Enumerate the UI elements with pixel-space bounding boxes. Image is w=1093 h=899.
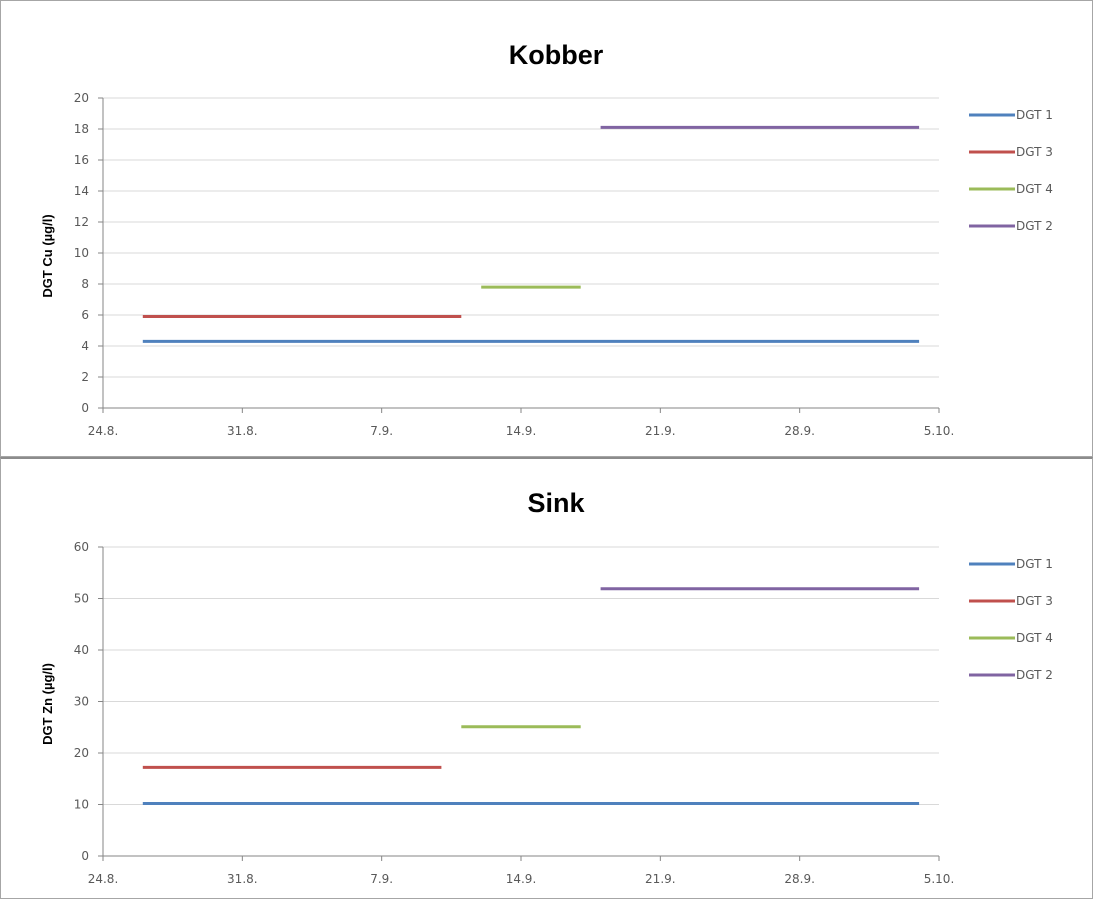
x-tick-label: 24.8. <box>88 872 119 886</box>
legend-item: DGT 1 <box>969 108 1053 122</box>
chart-sink: Sink DGT Zn (µg/l) 0 10 20 30 40 50 60 24.8. 31.… <box>40 488 1053 886</box>
legend-label: DGT 4 <box>1016 182 1053 196</box>
x-tick-label: 5.10. <box>924 424 955 438</box>
y-axis-label: DGT Zn (µg/l) <box>40 663 55 745</box>
y-tick-label: 8 <box>81 277 89 291</box>
x-tick-label: 31.8. <box>227 424 258 438</box>
y-tick-label: 0 <box>81 401 89 415</box>
legend: DGT 1 DGT 3 DGT 4 DGT 2 <box>969 557 1053 682</box>
y-axis-label: DGT Cu (µg/l) <box>40 214 55 297</box>
y-tick-label: 2 <box>81 370 89 384</box>
y-tick-label: 0 <box>81 849 89 863</box>
legend-item: DGT 1 <box>969 557 1053 571</box>
x-tick-label: 31.8. <box>227 872 258 886</box>
axes: 0 2 4 6 8 10 12 14 16 18 20 24.8. 31.8. 7.9. 14.9. 21.9… <box>74 91 955 438</box>
x-tick-label: 5.10. <box>924 872 955 886</box>
legend-item: DGT 4 <box>969 182 1053 196</box>
axes: 0 10 20 30 40 50 60 24.8. 31.8. 7.9. 14.9. 21.9. 28.… <box>74 540 955 886</box>
x-tick-label: 24.8. <box>88 424 119 438</box>
x-tick-label: 14.9. <box>506 424 537 438</box>
gridlines <box>103 97 939 378</box>
legend-item: DGT 3 <box>969 594 1053 608</box>
x-tick-label: 14.9. <box>506 872 537 886</box>
y-tick-label: 20 <box>74 91 89 105</box>
y-tick-label: 40 <box>74 643 89 657</box>
x-tick-label: 7.9. <box>370 872 393 886</box>
legend-item: DGT 4 <box>969 631 1053 645</box>
legend: DGT 1 DGT 3 DGT 4 DGT 2 <box>969 108 1053 233</box>
y-tick-label: 18 <box>74 122 89 136</box>
y-tick-label: 12 <box>74 215 89 229</box>
y-tick-label: 6 <box>81 308 89 322</box>
legend-label: DGT 2 <box>1016 219 1053 233</box>
y-tick-label: 4 <box>81 339 89 353</box>
series-group <box>142 587 920 805</box>
chart-panel-sink: Sink DGT Zn (µg/l) 0 10 20 30 40 50 60 24.8. 31.… <box>0 457 1093 899</box>
x-tick-label: 7.9. <box>370 424 393 438</box>
y-tick-label: 30 <box>74 695 89 709</box>
y-tick-label: 16 <box>74 153 89 167</box>
chart-title: Sink <box>527 488 585 518</box>
gridlines <box>103 546 939 805</box>
legend-item: DGT 3 <box>969 145 1053 159</box>
legend-label: DGT 3 <box>1016 594 1053 608</box>
chart-panel-kobber: Kobber DGT Cu (µg/l) 0 2 4 6 8 10 12 14 16 18 20 24… <box>0 0 1093 457</box>
x-tick-label: 28.9. <box>784 872 815 886</box>
x-tick-label: 21.9. <box>645 872 676 886</box>
y-tick-label: 14 <box>74 184 89 198</box>
series-group <box>142 125 920 343</box>
legend-item: DGT 2 <box>969 668 1053 682</box>
y-tick-label: 50 <box>74 592 89 606</box>
legend-label: DGT 3 <box>1016 145 1053 159</box>
legend-item: DGT 2 <box>969 219 1053 233</box>
x-tick-label: 28.9. <box>784 424 815 438</box>
legend-label: DGT 2 <box>1016 668 1053 682</box>
legend-label: DGT 4 <box>1016 631 1053 645</box>
chart-title: Kobber <box>509 40 604 70</box>
y-tick-label: 60 <box>74 540 89 554</box>
chart-kobber: Kobber DGT Cu (µg/l) 0 2 4 6 8 10 12 14 16 18 20 24… <box>40 40 1053 438</box>
y-tick-label: 10 <box>74 798 89 812</box>
legend-label: DGT 1 <box>1016 108 1053 122</box>
y-tick-label: 20 <box>74 746 89 760</box>
legend-label: DGT 1 <box>1016 557 1053 571</box>
y-tick-label: 10 <box>74 246 89 260</box>
x-tick-label: 21.9. <box>645 424 676 438</box>
